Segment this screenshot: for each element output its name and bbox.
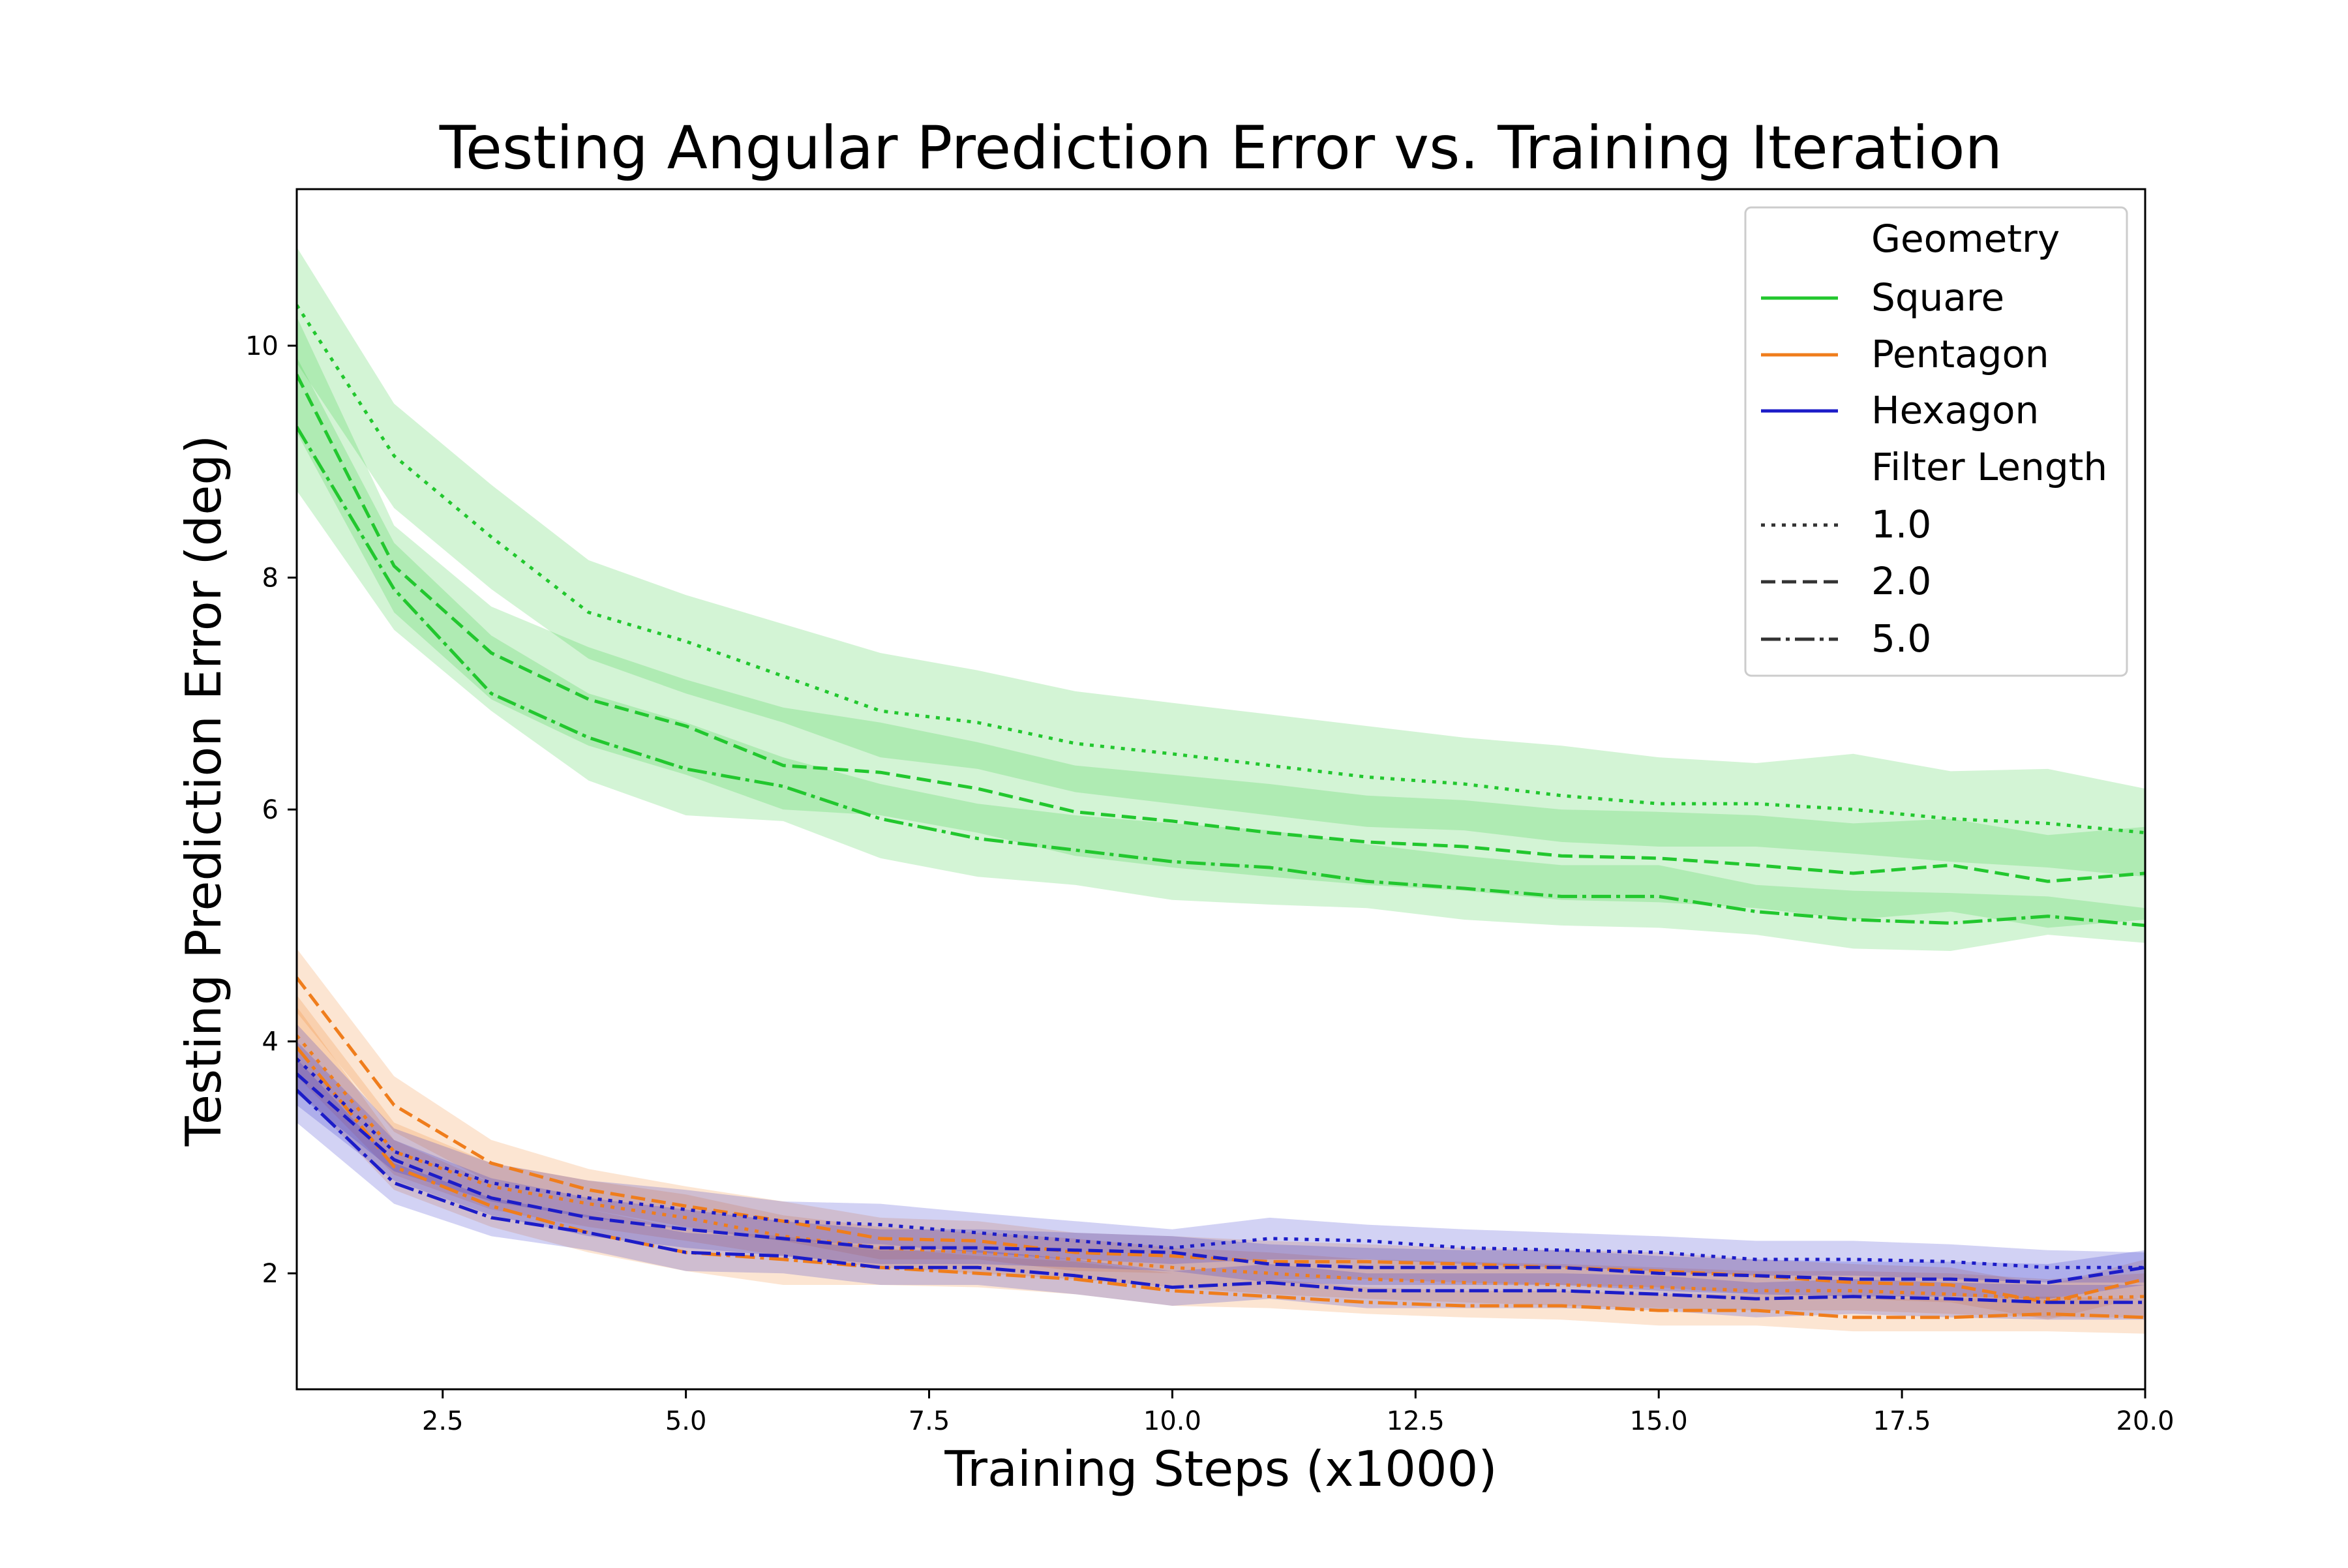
line-square-filter-2-0 — [297, 374, 2145, 883]
legend-entry-filter-1: 1.0 — [1871, 502, 1931, 547]
y-tick-label: 2 — [262, 1259, 278, 1289]
band-hexagon-filter-2-0 — [297, 1041, 2145, 1299]
legend-title-geometry: Geometry — [1871, 217, 2060, 261]
band-hexagon-filter-5-0 — [297, 1059, 2145, 1320]
x-tick-label: 15.0 — [1630, 1406, 1688, 1436]
legend-entry-hexagon: Hexagon — [1871, 388, 2039, 432]
plot-area-frame — [295, 188, 2146, 1391]
x-tick-label: 20.0 — [2116, 1406, 2174, 1436]
band-square-filter-1-0 — [297, 247, 2145, 877]
y-tick-label: 8 — [262, 564, 278, 594]
chart-title: Testing Angular Prediction Error vs. Tra… — [439, 114, 2002, 183]
legend-entry-pentagon: Pentagon — [1871, 332, 2049, 376]
y-axis-ticks: 2 4 6 8 10 — [245, 331, 297, 1289]
band-square-filter-5-0 — [297, 357, 2145, 951]
band-pentagon-filter-5-0 — [297, 1006, 2145, 1334]
y-tick-label: 10 — [245, 331, 278, 361]
band-square-filter-2-0 — [297, 316, 2145, 928]
x-axis-ticks: 2.5 5.0 7.5 10.0 12.5 15.0 17.5 20.0 — [422, 1389, 2175, 1436]
line-hexagon-filter-5-0 — [297, 1089, 2145, 1304]
x-tick-label: 10.0 — [1143, 1406, 1201, 1436]
x-tick-label: 2.5 — [422, 1406, 464, 1436]
x-tick-label: 17.5 — [1873, 1406, 1931, 1436]
x-axis-label: Training Steps (x1000) — [944, 1440, 1497, 1498]
legend-entry-square: Square — [1871, 275, 2004, 320]
legend-title-filter-length: Filter Length — [1871, 445, 2107, 489]
legend-entry-filter-5: 5.0 — [1871, 616, 1931, 661]
y-tick-label: 4 — [262, 1027, 278, 1057]
x-tick-label: 5.0 — [665, 1406, 707, 1436]
line-hexagon-filter-2-0 — [297, 1072, 2145, 1284]
y-axis-label: Testing Prediction Error (deg) — [175, 435, 232, 1147]
legend-frame — [1744, 206, 2128, 677]
legend-entry-filter-2: 2.0 — [1871, 559, 1931, 603]
legend: Geometry Square Pentagon Hexagon Filter … — [1744, 206, 2128, 677]
x-tick-label: 7.5 — [909, 1406, 950, 1436]
line-square-filter-5-0 — [297, 426, 2145, 927]
band-pentagon-filter-2-0 — [297, 948, 2145, 1320]
y-tick-label: 6 — [262, 795, 278, 825]
x-tick-label: 12.5 — [1387, 1406, 1445, 1436]
series-lines — [297, 304, 2145, 1319]
line-hexagon-filter-1-0 — [297, 1057, 2145, 1269]
